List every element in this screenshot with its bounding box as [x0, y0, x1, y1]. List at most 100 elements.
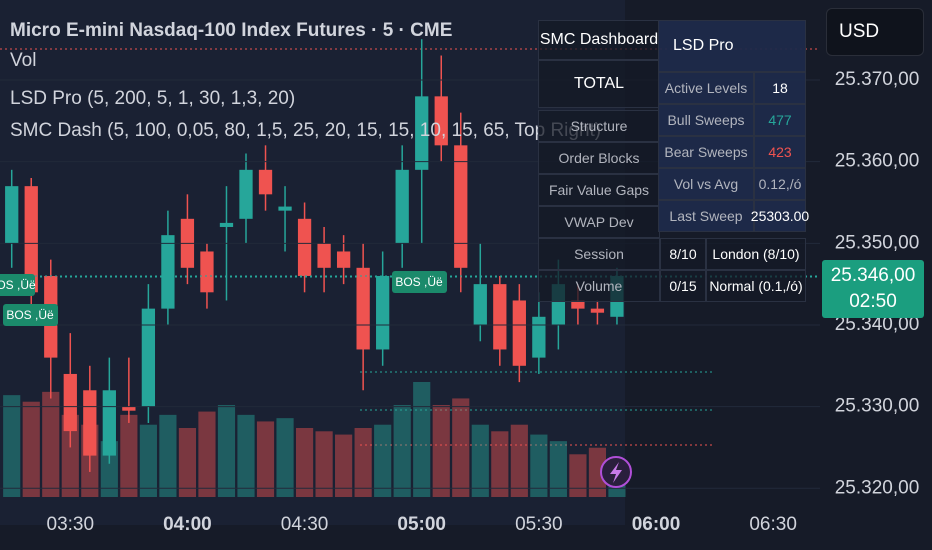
lsd-label: Last Sweep	[658, 200, 754, 232]
candle-body	[590, 308, 605, 313]
indicator: SMC Dash (5, 100, 0,05, 80, 1,5, 25, 20,…	[10, 120, 602, 141]
candle-body	[395, 169, 409, 244]
bos-box	[0, 274, 35, 296]
smc-row-detail: London (8/10)	[706, 238, 806, 270]
y-tick-label: 25.370,00	[835, 69, 920, 90]
volume-bar	[374, 424, 392, 497]
volume-bar	[3, 395, 21, 497]
x-tick-label: 05:30	[515, 514, 563, 535]
x-tick-label: 03:30	[47, 514, 95, 535]
candle-body	[493, 284, 507, 350]
volume-bar	[432, 405, 450, 497]
smc-row-label: Fair Value Gaps	[538, 174, 660, 206]
candle-body	[317, 243, 331, 268]
volume-bar	[549, 441, 567, 497]
candle-body	[571, 300, 585, 309]
candle-body	[63, 373, 77, 432]
last-price-label: 25.346,00	[831, 265, 916, 286]
candle-body	[83, 390, 97, 456]
candle-body	[473, 284, 487, 325]
lsd-title: LSD Pro	[658, 20, 806, 72]
y-tick-label: 25.340,00	[835, 314, 920, 335]
candle-body	[278, 206, 292, 211]
volume-bar	[510, 424, 528, 497]
y-tick-label: 25.350,00	[835, 232, 920, 253]
smc-row-label: Structure	[538, 110, 660, 142]
candle-body	[336, 251, 351, 268]
volume-bar	[588, 447, 607, 497]
volume-bar	[42, 391, 60, 497]
candle-body	[512, 300, 526, 366]
x-tick-label: 04:00	[163, 514, 212, 535]
bos-labels: BOS ,Üë BOS ,Üë BOS ,Üë	[0, 271, 447, 326]
lsd-value: 0.12,/ó	[754, 168, 806, 200]
lsd-label: Bear Sweeps	[658, 136, 754, 168]
candle-body	[376, 275, 390, 350]
candle-body	[532, 316, 546, 358]
x-tick-label: 06:00	[632, 514, 681, 535]
candle-body	[356, 267, 370, 350]
candle-body	[434, 96, 448, 146]
x-tick-label: 05:00	[397, 514, 446, 535]
volume-bar	[22, 401, 40, 497]
volume-bar	[61, 414, 79, 497]
volume-bar	[335, 434, 353, 497]
lightning	[610, 462, 622, 483]
candle-body	[122, 406, 136, 411]
last-price-box	[822, 259, 924, 318]
volume-bar	[276, 418, 294, 497]
x-tick-label: 04:30	[281, 514, 329, 535]
smc-row-label: Volume	[538, 270, 660, 302]
lsd-label: Vol vs Avg	[658, 168, 754, 200]
indicator: LSD Pro (5, 200, 5, 1, 30, 1,3, 20)	[10, 88, 296, 109]
candle-body	[297, 218, 312, 276]
volume-bar	[393, 405, 411, 497]
smc-row-score: 8/10	[660, 238, 706, 270]
candle-body	[415, 96, 429, 170]
candle-body	[24, 186, 38, 293]
volume-bar	[471, 424, 489, 497]
bos-box	[392, 271, 447, 293]
currency-button[interactable]: USD	[826, 8, 924, 56]
bos-label: BOS ,Üë	[6, 308, 54, 322]
candle-body	[102, 390, 116, 456]
volume-bar	[413, 382, 431, 497]
lsd-value: 25303.00	[751, 200, 809, 232]
smc-title: SMC Dashboard	[538, 20, 660, 60]
smc-total: TOTAL	[538, 60, 660, 108]
volume-bar	[120, 414, 138, 497]
volume-bar	[198, 411, 216, 497]
volume-bar	[159, 414, 177, 497]
lsd-label: Active Levels	[658, 72, 754, 104]
candle-body	[141, 308, 156, 407]
candle-body	[161, 235, 175, 309]
candle-body	[239, 169, 253, 219]
volume-bar	[569, 454, 587, 497]
x-tick-label: 06:30	[749, 514, 797, 535]
lsd-value: 423	[754, 136, 806, 168]
axes: 25.320,00 25.330,00 25.340,00 25.350,00 25.3…	[0, 69, 924, 535]
smc-row-score: 0/15	[660, 270, 706, 302]
smc-row-label: Order Blocks	[538, 142, 660, 174]
bos-label: BOS ,Üë	[395, 275, 443, 289]
bos-box	[3, 304, 58, 326]
volume-bar	[354, 428, 372, 497]
indicator: Vol	[10, 50, 37, 71]
candle-body	[200, 251, 214, 293]
volume-bar	[178, 428, 197, 497]
smc-row-detail: Normal (0.1,/ó)	[706, 270, 806, 302]
lsd-value: 18	[754, 72, 806, 104]
volume-bar	[295, 428, 314, 497]
y-tick-label: 25.360,00	[835, 151, 920, 172]
volume-bar	[452, 398, 470, 497]
volume-bar	[237, 414, 255, 497]
countdown: 02:50	[849, 291, 897, 312]
smc-row-label: VWAP Dev	[538, 206, 660, 238]
y-tick-label: 25.330,00	[835, 396, 920, 417]
volume-bar	[217, 405, 236, 497]
lsd-label: Bull Sweeps	[658, 104, 754, 136]
bos-label: BOS ,Üë	[0, 278, 36, 292]
y-tick-label: 25.320,00	[835, 477, 920, 498]
